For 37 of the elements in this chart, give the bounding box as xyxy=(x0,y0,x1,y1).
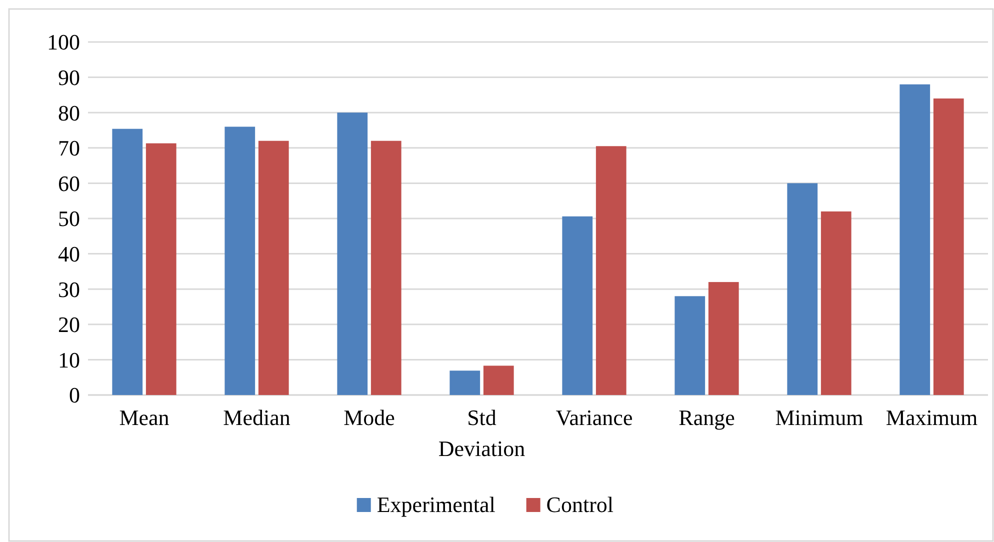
x-tick-label: Minimum xyxy=(775,405,864,430)
y-tick-label: 50 xyxy=(58,206,80,232)
bar xyxy=(112,128,143,395)
bar xyxy=(562,216,593,395)
x-tick-label: Median xyxy=(223,405,290,430)
bar xyxy=(787,183,818,395)
y-tick-label: 70 xyxy=(58,136,80,161)
y-tick-label: 10 xyxy=(58,347,80,372)
bar xyxy=(708,282,739,395)
bar xyxy=(258,140,289,395)
bar xyxy=(483,366,514,395)
legend-label: Experimental xyxy=(376,492,496,517)
y-tick-label: 30 xyxy=(58,276,80,302)
x-tick-label: Mean xyxy=(119,405,170,430)
x-tick-label: Variance xyxy=(556,405,633,430)
bar xyxy=(596,146,626,395)
bar xyxy=(900,84,930,395)
bar xyxy=(370,140,402,395)
y-tick-label: 0 xyxy=(69,382,80,408)
bar xyxy=(933,98,964,395)
x-tick-label: Mode xyxy=(344,405,395,430)
legend-label: Control xyxy=(546,492,614,517)
bar xyxy=(450,370,480,395)
bar xyxy=(224,126,256,395)
y-tick-label: 40 xyxy=(58,242,80,266)
bar xyxy=(674,296,706,395)
y-tick-label: 60 xyxy=(58,170,80,196)
y-tick-label: 90 xyxy=(58,65,80,90)
y-tick-label: 80 xyxy=(58,100,80,126)
x-tick-label: Std Deviation xyxy=(438,405,526,461)
y-tick-label: 100 xyxy=(47,30,80,55)
x-tick-label: Maximum xyxy=(886,405,978,430)
bar xyxy=(337,112,368,395)
bar xyxy=(820,211,852,395)
bar xyxy=(146,143,176,395)
x-tick-label: Range xyxy=(678,405,735,430)
y-tick-label: 20 xyxy=(58,312,80,338)
